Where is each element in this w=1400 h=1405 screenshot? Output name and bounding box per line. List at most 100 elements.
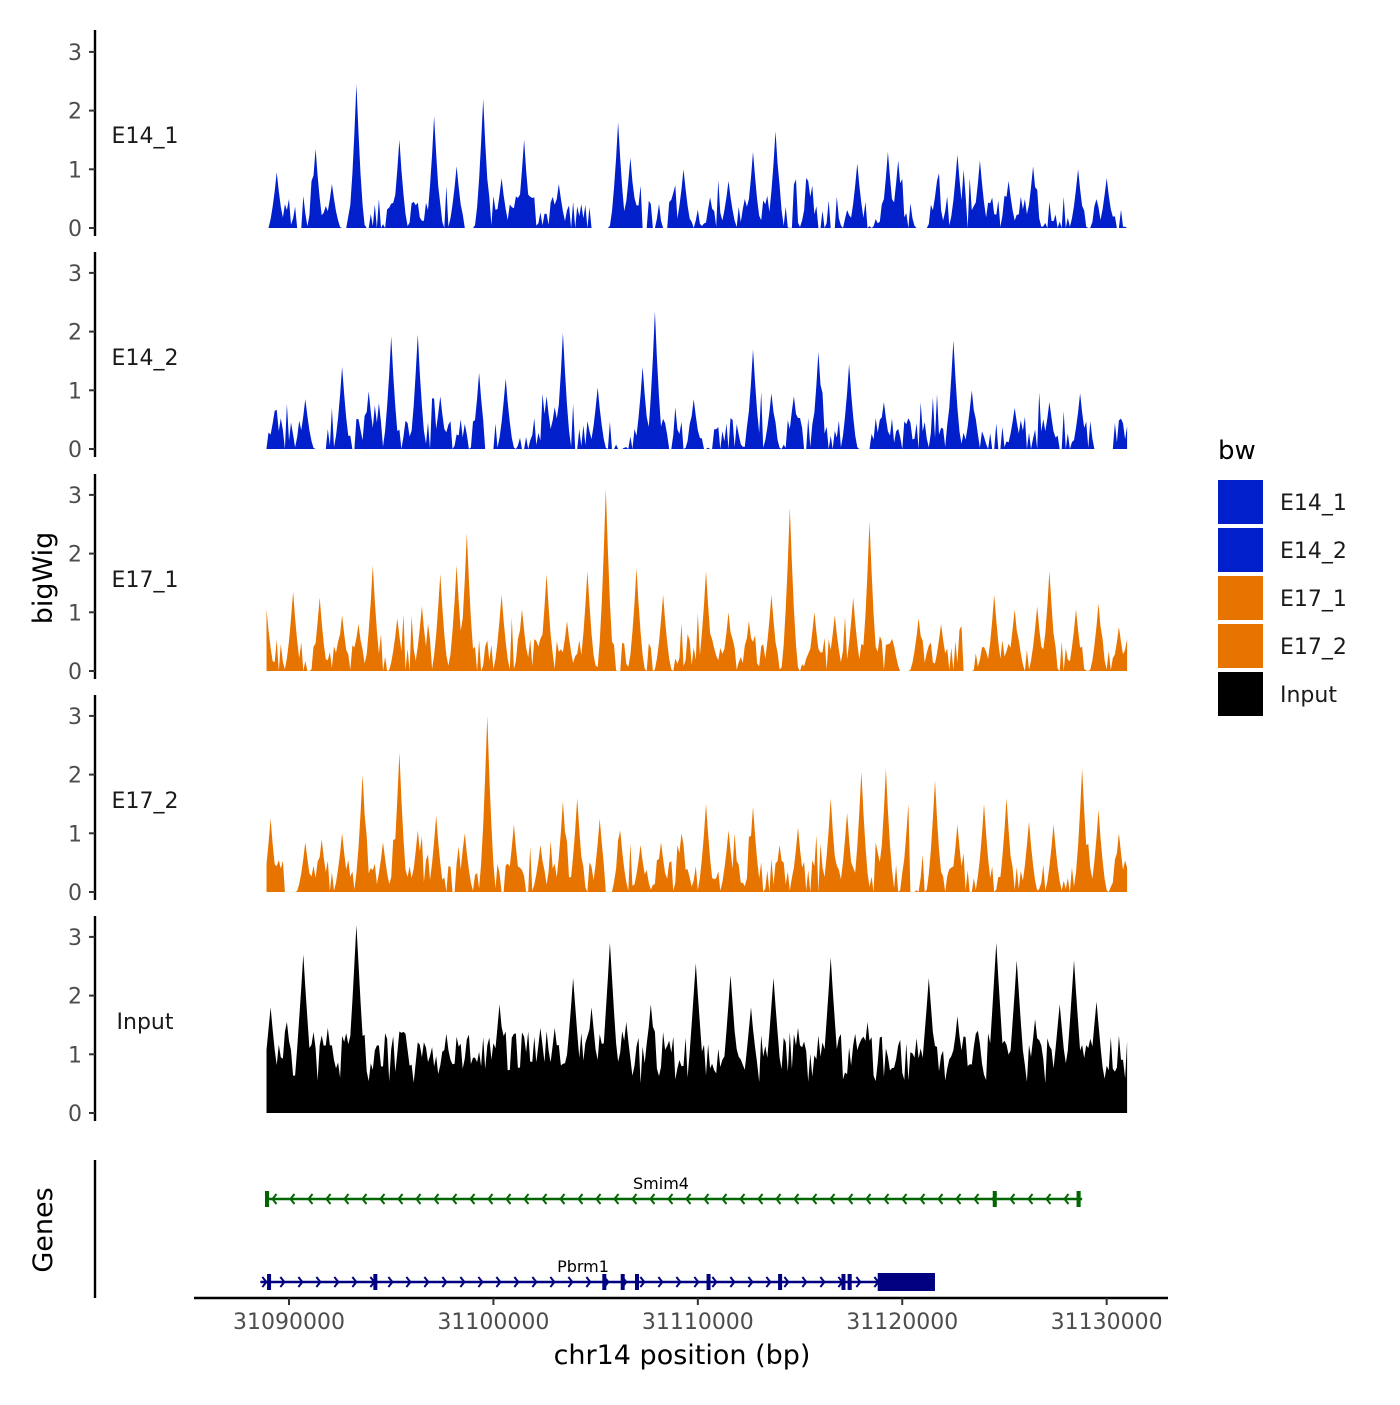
strand-arrow bbox=[423, 1276, 430, 1288]
y-axis-title: bigWig bbox=[28, 532, 59, 625]
y-tick-label: 2 bbox=[68, 543, 82, 568]
legend: bw E14_1 E14_2 E17_1 E17_2 Input bbox=[1218, 436, 1347, 716]
legend-swatch bbox=[1218, 624, 1263, 668]
strand-arrow bbox=[405, 1276, 412, 1288]
strand-arrow bbox=[865, 1193, 872, 1205]
strand-arrow bbox=[1063, 1193, 1070, 1205]
y-tick-label: 3 bbox=[68, 262, 82, 287]
strand-arrow bbox=[1045, 1193, 1052, 1205]
strand-arrow bbox=[261, 1276, 268, 1288]
strand-arrow bbox=[487, 1193, 494, 1205]
strand-arrow bbox=[973, 1193, 980, 1205]
signal-area bbox=[266, 489, 1128, 671]
strand-arrow bbox=[937, 1193, 944, 1205]
x-axis: 31090000 31100000 31110000 31120000 31130000 bbox=[194, 1296, 1168, 1335]
strand-arrow bbox=[433, 1193, 440, 1205]
legend-label: E17_1 bbox=[1280, 587, 1347, 612]
strand-arrow bbox=[757, 1193, 764, 1205]
y-tick-label: 3 bbox=[68, 926, 82, 951]
signal-area bbox=[266, 84, 1128, 228]
legend-swatch bbox=[1218, 576, 1263, 620]
strand-arrow bbox=[441, 1276, 448, 1288]
strand-arrow bbox=[549, 1276, 556, 1288]
exon bbox=[847, 1274, 852, 1290]
strand-arrow bbox=[631, 1193, 638, 1205]
strand-arrow bbox=[271, 1193, 278, 1205]
signal-tracks: 0 1 2 3 E14_1 0 1 2 3 E14_2 0 1 2 3 E17_1 0 1 2 3 E17_2 0 1 2 3… bbox=[68, 30, 1128, 1127]
y-tick-label: 0 bbox=[68, 881, 82, 906]
x-tick-label: 31120000 bbox=[846, 1310, 958, 1335]
strand-arrow bbox=[693, 1276, 700, 1288]
strand-arrow bbox=[775, 1193, 782, 1205]
strand-arrow bbox=[567, 1276, 574, 1288]
y-tick-label: 0 bbox=[68, 660, 82, 685]
strand-arrow bbox=[351, 1276, 358, 1288]
legend-title: bw bbox=[1218, 436, 1256, 466]
strand-arrow bbox=[451, 1193, 458, 1205]
exon bbox=[373, 1274, 378, 1290]
strand-arrow bbox=[585, 1276, 592, 1288]
strand-arrow bbox=[649, 1193, 656, 1205]
exon bbox=[992, 1191, 997, 1207]
y-tick-label: 2 bbox=[68, 764, 82, 789]
track-label: E17_1 bbox=[112, 568, 179, 593]
gene-name-label: Pbrm1 bbox=[557, 1257, 609, 1276]
signal-area bbox=[266, 311, 1128, 449]
strand-arrow bbox=[639, 1276, 646, 1288]
legend-swatch bbox=[1218, 528, 1263, 572]
gene-name-label: Smim4 bbox=[633, 1174, 689, 1193]
track-input: 0 1 2 3 Input bbox=[68, 916, 1128, 1127]
strand-arrow bbox=[657, 1276, 664, 1288]
x-tick-label: 31130000 bbox=[1051, 1310, 1163, 1335]
strand-arrow bbox=[595, 1193, 602, 1205]
strand-arrow bbox=[847, 1193, 854, 1205]
strand-arrow bbox=[955, 1193, 962, 1205]
strand-arrow bbox=[307, 1193, 314, 1205]
strand-arrow bbox=[883, 1193, 890, 1205]
strand-arrow bbox=[415, 1193, 422, 1205]
track-label: Input bbox=[117, 1010, 174, 1035]
y-tick-label: 1 bbox=[68, 822, 82, 847]
y-tick-label: 0 bbox=[68, 217, 82, 242]
y-tick-label: 3 bbox=[68, 484, 82, 509]
signal-area bbox=[266, 715, 1128, 892]
exon bbox=[267, 1274, 272, 1290]
y-tick-label: 1 bbox=[68, 158, 82, 183]
strand-arrow bbox=[459, 1276, 466, 1288]
y-tick-label: 2 bbox=[68, 321, 82, 346]
legend-label: Input bbox=[1280, 683, 1337, 708]
strand-arrow bbox=[387, 1276, 394, 1288]
strand-arrow bbox=[469, 1193, 476, 1205]
legend-swatch bbox=[1218, 672, 1263, 716]
strand-arrow bbox=[829, 1193, 836, 1205]
strand-arrow bbox=[901, 1193, 908, 1205]
genes-panel: Smim4 Pbrm1 bbox=[93, 1160, 1083, 1298]
strand-arrow bbox=[783, 1276, 790, 1288]
strand-arrow bbox=[801, 1276, 808, 1288]
strand-arrow bbox=[325, 1193, 332, 1205]
strand-arrow bbox=[793, 1193, 800, 1205]
exon bbox=[620, 1274, 625, 1290]
strand-arrow bbox=[297, 1276, 304, 1288]
strand-arrow bbox=[729, 1276, 736, 1288]
strand-arrow bbox=[495, 1276, 502, 1288]
strand-arrow bbox=[1027, 1193, 1034, 1205]
gene-pbrm1: Pbrm1 bbox=[260, 1257, 935, 1291]
strand-arrow bbox=[541, 1193, 548, 1205]
signal-area bbox=[266, 925, 1128, 1113]
exon bbox=[635, 1274, 640, 1290]
exon bbox=[778, 1274, 783, 1290]
strand-arrow bbox=[711, 1276, 718, 1288]
strand-arrow bbox=[523, 1193, 530, 1205]
coding-block bbox=[877, 1273, 935, 1291]
strand-arrow bbox=[675, 1276, 682, 1288]
legend-label: E17_2 bbox=[1280, 635, 1347, 660]
x-tick-label: 31100000 bbox=[437, 1310, 549, 1335]
exon bbox=[841, 1274, 846, 1290]
y-tick-label: 0 bbox=[68, 438, 82, 463]
strand-arrow bbox=[703, 1193, 710, 1205]
strand-arrow bbox=[361, 1193, 368, 1205]
strand-arrow bbox=[819, 1276, 826, 1288]
